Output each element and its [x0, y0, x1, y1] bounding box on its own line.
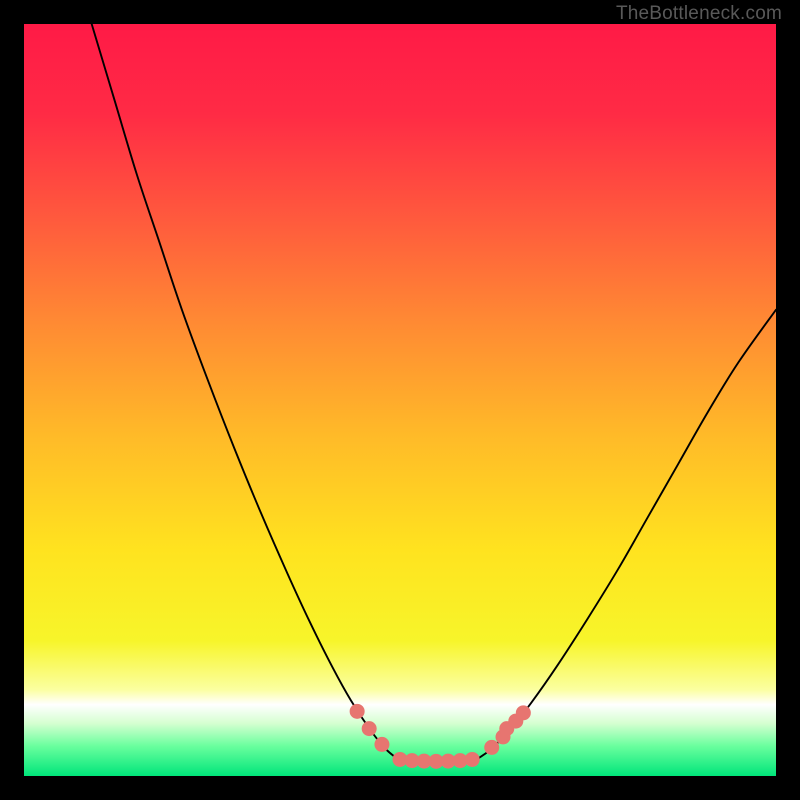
watermark-text: TheBottleneck.com: [616, 3, 782, 25]
bead-left-1: [362, 721, 377, 736]
bead-floor-6: [465, 752, 480, 767]
gradient-plot-area: [24, 24, 776, 776]
bead-right-0: [484, 740, 499, 755]
bead-left-2: [374, 737, 389, 752]
bead-left-0: [350, 704, 365, 719]
bottleneck-chart-svg: [0, 0, 800, 800]
bead-right-4: [516, 705, 531, 720]
